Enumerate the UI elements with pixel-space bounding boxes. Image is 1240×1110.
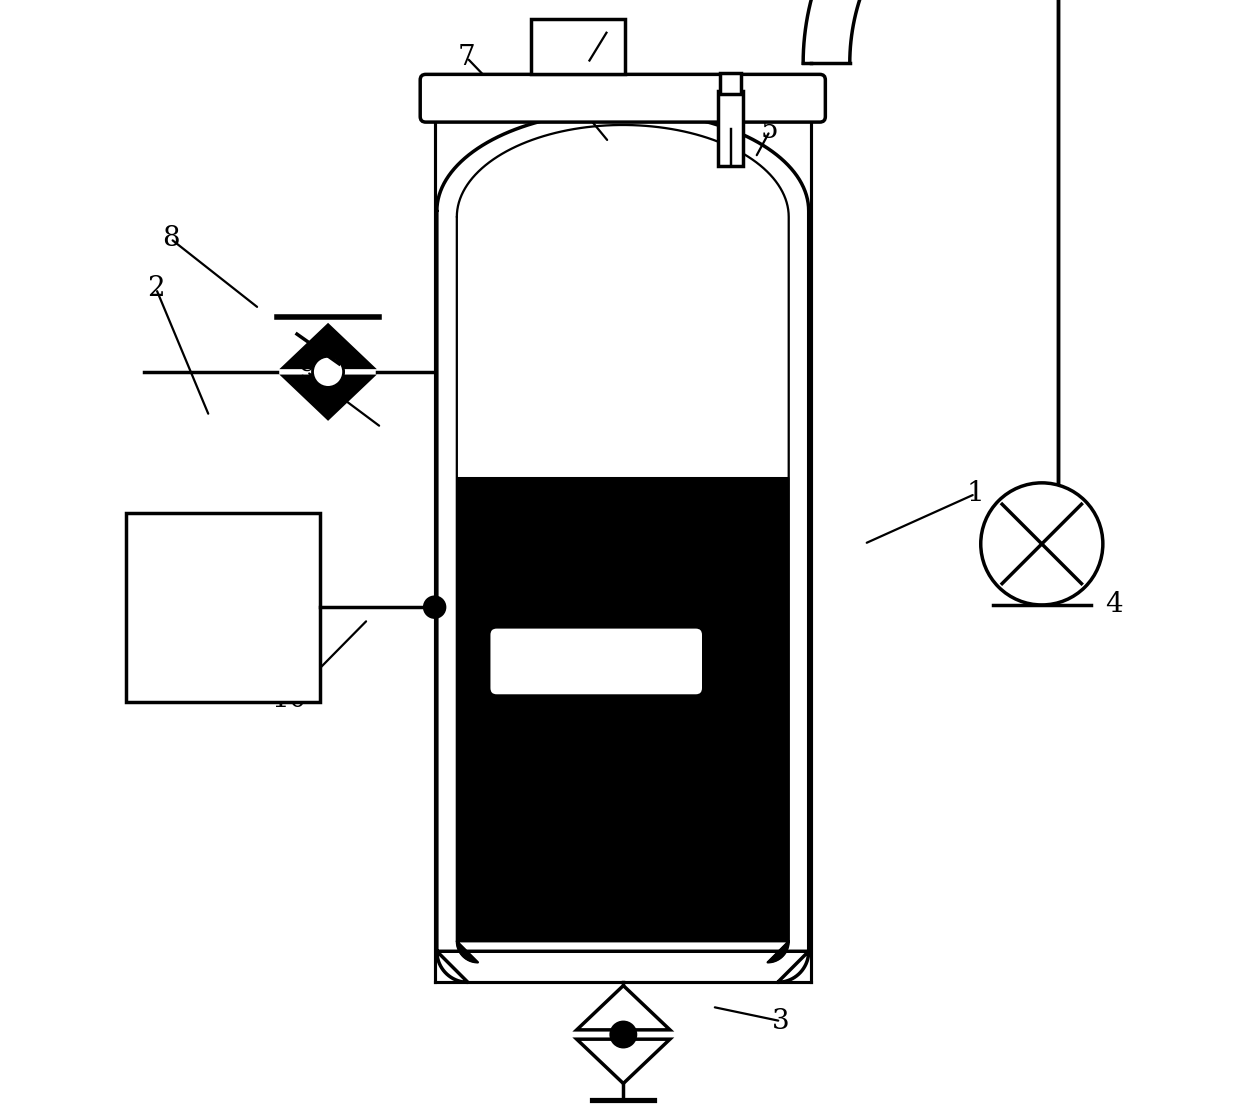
Polygon shape <box>577 1039 670 1083</box>
Text: 3: 3 <box>773 1008 790 1035</box>
FancyBboxPatch shape <box>489 627 703 696</box>
Circle shape <box>981 483 1102 605</box>
Text: 4: 4 <box>1105 592 1122 618</box>
Polygon shape <box>284 325 372 367</box>
Bar <box>718 91 743 166</box>
Text: 10: 10 <box>272 686 308 713</box>
Circle shape <box>611 1022 636 1047</box>
Bar <box>531 19 625 74</box>
Bar <box>720 73 742 94</box>
Polygon shape <box>284 376 372 418</box>
FancyBboxPatch shape <box>420 74 826 122</box>
Text: 5: 5 <box>761 118 779 144</box>
Bar <box>126 513 320 702</box>
Text: 8: 8 <box>161 225 180 252</box>
Polygon shape <box>577 986 670 1030</box>
Text: 6: 6 <box>574 98 593 124</box>
Text: 2: 2 <box>148 275 165 302</box>
Circle shape <box>424 597 445 617</box>
Text: 9: 9 <box>298 359 316 385</box>
Text: 7: 7 <box>458 44 476 71</box>
Text: 1: 1 <box>966 481 985 507</box>
Polygon shape <box>436 111 808 982</box>
Polygon shape <box>456 477 789 962</box>
Circle shape <box>312 356 343 387</box>
Polygon shape <box>804 0 1059 63</box>
